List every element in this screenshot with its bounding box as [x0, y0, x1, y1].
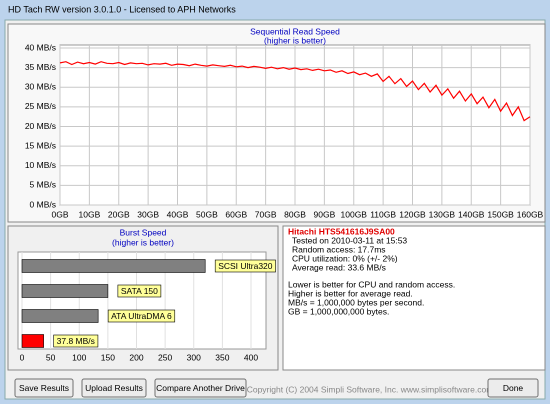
- read-line: [59, 61, 531, 122]
- bar-label-box: [53, 334, 99, 348]
- x-tick-label: 150: [101, 352, 115, 362]
- bar-label: SCSI Ultra320: [218, 261, 273, 271]
- x-tick-label: 140GB: [458, 209, 485, 219]
- x-tick-label: 80GB: [284, 209, 306, 219]
- info-line: Average read: 33.6 MB/s: [292, 262, 386, 272]
- info-note: Higher is better for average read.: [288, 288, 413, 298]
- x-tick-label: 40GB: [167, 209, 189, 219]
- bar: [21, 259, 206, 273]
- x-tick-label: 300: [187, 352, 201, 362]
- button-label[interactable]: Done: [503, 383, 524, 393]
- footer: Copyright (C) 2004 Simpli Software, Inc.…: [247, 384, 494, 394]
- x-tick-label: 100GB: [341, 209, 368, 219]
- x-tick-label: 400: [244, 352, 258, 362]
- y-tick-label: 25 MB/s: [25, 101, 56, 111]
- bar-label: ATA UltraDMA 6: [111, 311, 172, 321]
- bar-label-box: [214, 259, 276, 273]
- x-tick-label: 50GB: [196, 209, 218, 219]
- x-tick-label: 60GB: [225, 209, 247, 219]
- x-tick-label: 150GB: [487, 209, 514, 219]
- x-tick-label: 50: [46, 352, 56, 362]
- read-title: Sequential Read Speed: [250, 26, 340, 36]
- bar-label-box: [117, 284, 162, 298]
- info-line: CPU utilization: 0% (+/- 2%): [292, 253, 398, 263]
- button-label[interactable]: Compare Another Drive: [156, 383, 245, 393]
- x-tick-label: 120GB: [399, 209, 426, 219]
- window-title: HD Tach RW version 3.0.1.0 - Licensed to…: [8, 4, 236, 14]
- x-tick-label: 90GB: [314, 209, 336, 219]
- button-label[interactable]: Upload Results: [85, 383, 143, 393]
- bar-label: SATA 150: [121, 286, 158, 296]
- y-tick-label: 40 MB/s: [25, 42, 56, 52]
- x-tick-label: 0: [20, 352, 25, 362]
- burst-title: Burst Speed: [120, 227, 167, 237]
- x-tick-label: 110GB: [370, 209, 396, 219]
- button[interactable]: [487, 378, 539, 398]
- bar: [21, 309, 99, 323]
- y-tick-label: 20 MB/s: [25, 121, 56, 131]
- info-panel: [282, 225, 546, 371]
- x-tick-label: 200: [129, 352, 143, 362]
- x-tick-label: 20GB: [108, 209, 130, 219]
- button-label[interactable]: Save Results: [19, 383, 69, 393]
- info-line: Random access: 17.7ms: [292, 244, 386, 254]
- y-tick-label: 5 MB/s: [30, 180, 56, 190]
- info-note: MB/s = 1,000,000 bytes per second.: [288, 297, 424, 307]
- y-tick-label: 35 MB/s: [25, 62, 56, 72]
- button[interactable]: [154, 378, 247, 398]
- bar: [21, 284, 109, 298]
- x-tick-label: 0GB: [51, 209, 68, 219]
- x-tick-label: 100: [72, 352, 86, 362]
- read-subtitle: (higher is better): [264, 35, 326, 45]
- x-tick-label: 70GB: [255, 209, 277, 219]
- drive-name: Hitachi HTS541616J9SA00: [288, 226, 395, 236]
- bar-label: 37.8 MB/s: [57, 336, 95, 346]
- y-tick-label: 30 MB/s: [25, 82, 56, 92]
- info-note: GB = 1,000,000,000 bytes.: [288, 306, 389, 316]
- info-note: Lower is better for CPU and random acces…: [288, 279, 455, 289]
- x-tick-label: 30GB: [137, 209, 159, 219]
- burst-subtitle: (higher is better): [112, 237, 174, 247]
- x-tick-label: 250: [158, 352, 172, 362]
- x-tick-label: 350: [215, 352, 229, 362]
- x-tick-label: 10GB: [79, 209, 101, 219]
- info-line: Tested on 2010-03-11 at 15:53: [292, 235, 407, 245]
- x-tick-label: 130GB: [429, 209, 456, 219]
- x-tick-label: 160GB: [517, 209, 544, 219]
- bar-label-box: [107, 309, 176, 323]
- button[interactable]: [14, 378, 74, 398]
- bar: [21, 334, 44, 348]
- button[interactable]: [81, 378, 147, 398]
- y-tick-label: 0 MB/s: [30, 199, 56, 209]
- y-tick-label: 10 MB/s: [25, 160, 56, 170]
- y-tick-label: 15 MB/s: [25, 140, 56, 150]
